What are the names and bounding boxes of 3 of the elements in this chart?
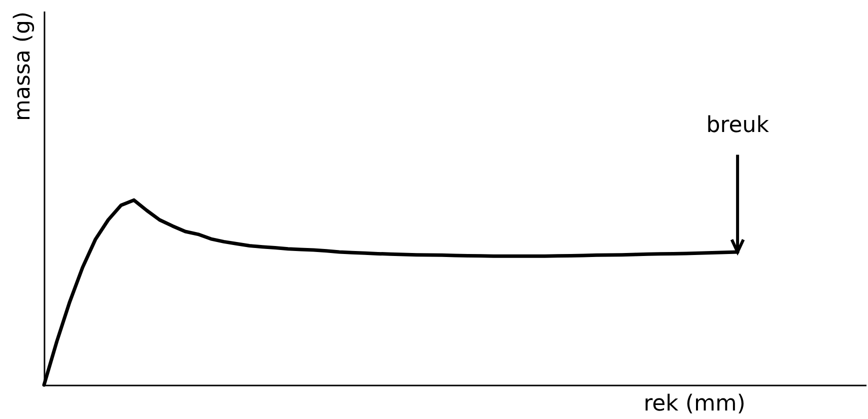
y-axis-title: massa (g) <box>10 12 36 121</box>
x-axis-title: rek (mm) <box>644 392 746 416</box>
text: breuk <box>706 112 770 138</box>
